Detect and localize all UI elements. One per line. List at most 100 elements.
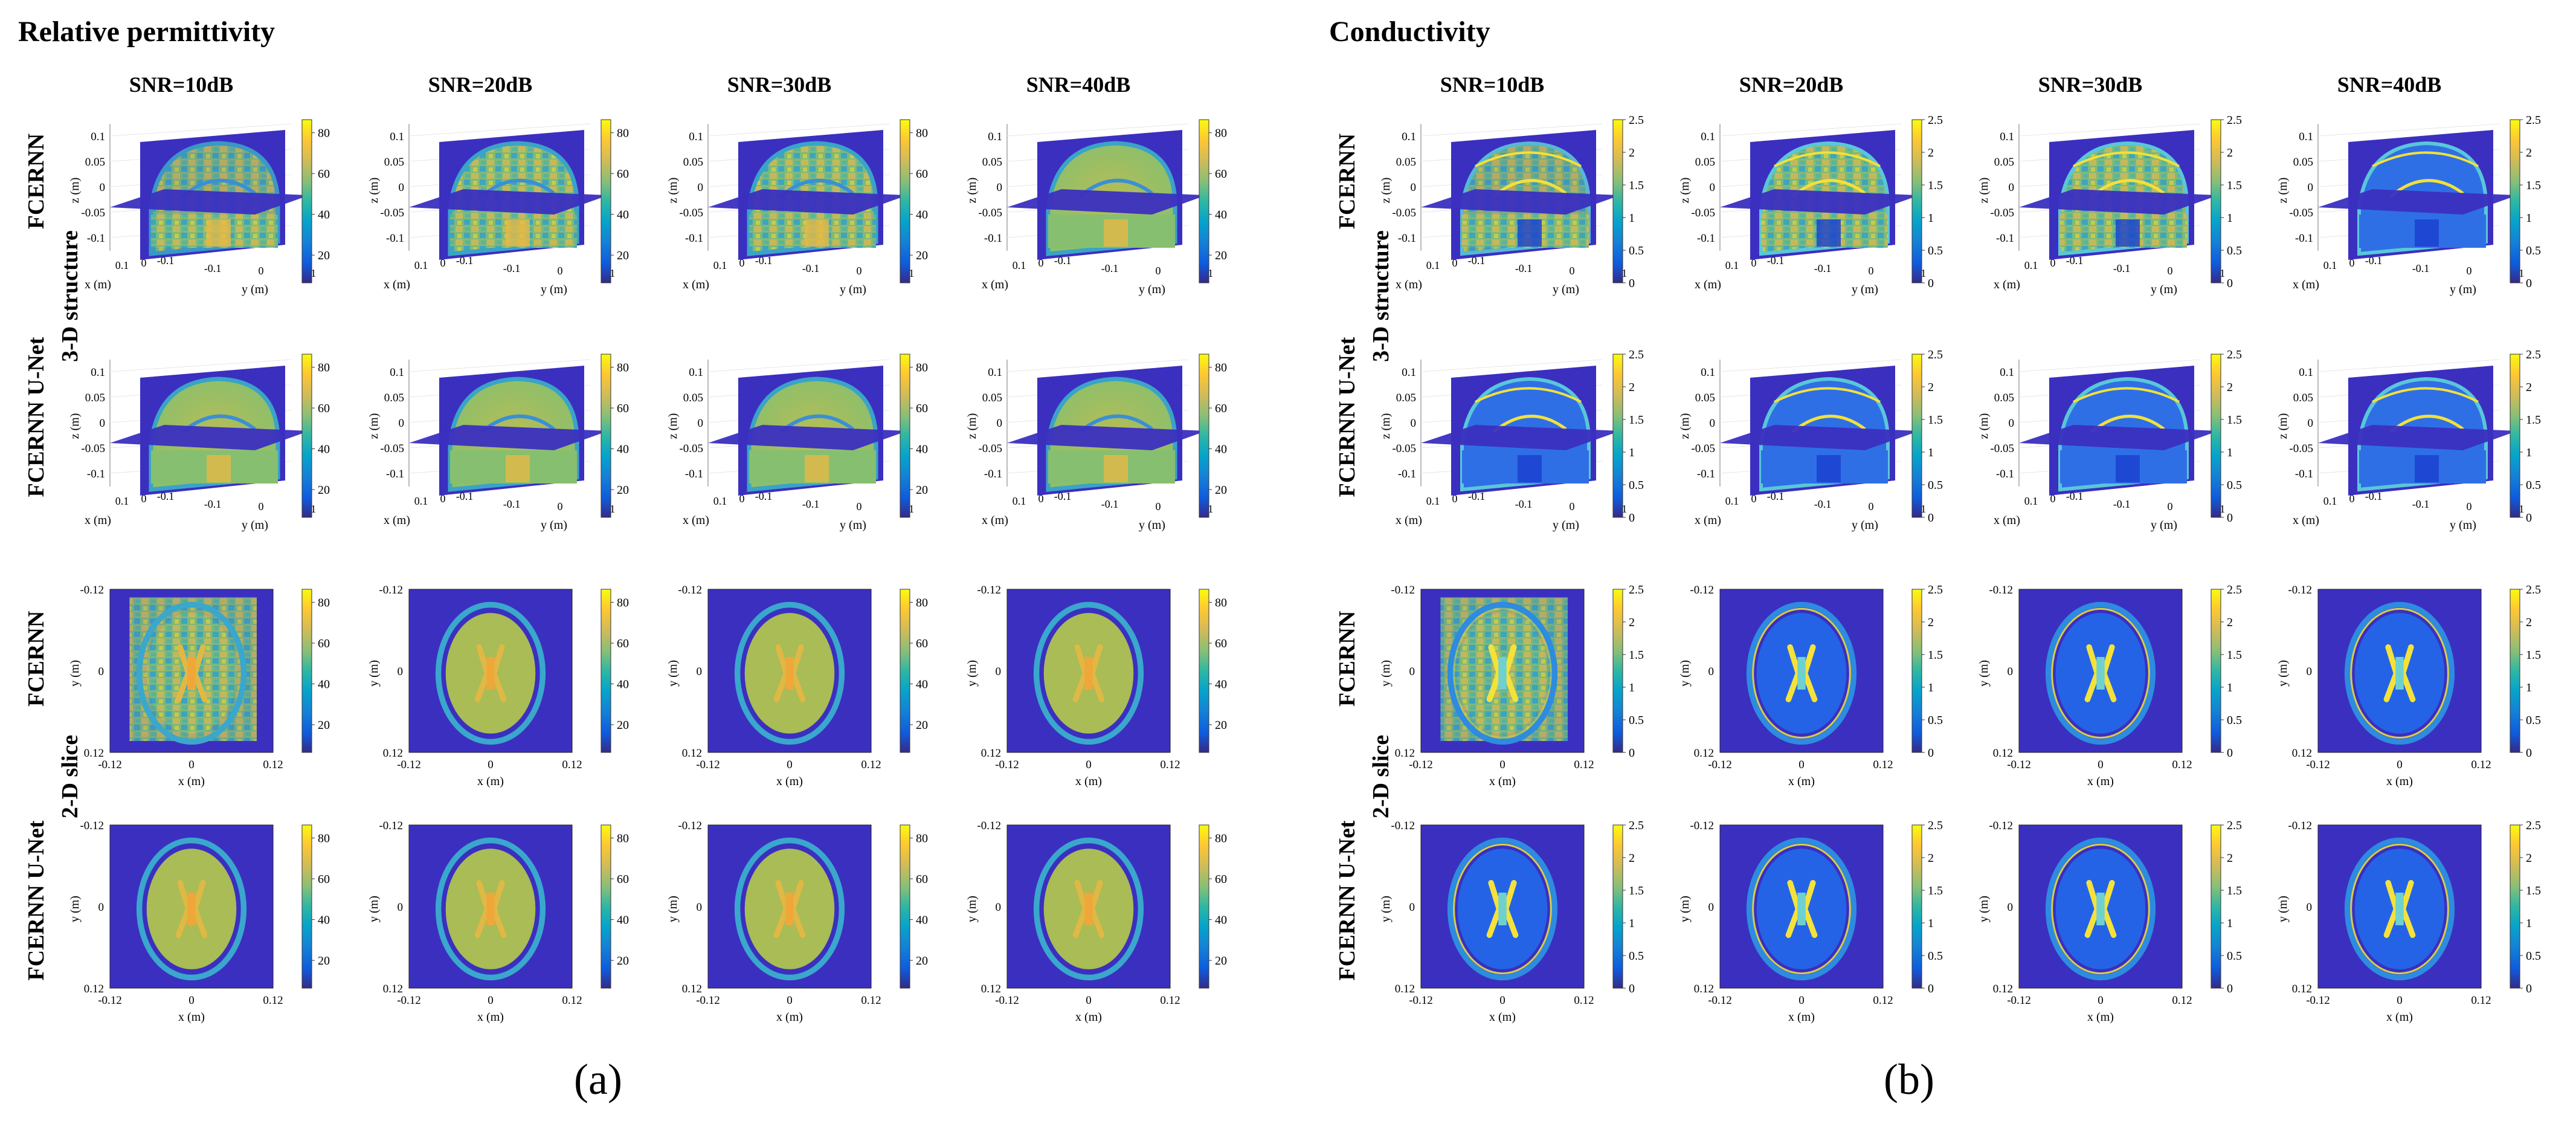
y-tick-label: -0.12 xyxy=(1391,584,1415,597)
x-axis-label: x (m) xyxy=(178,775,205,788)
colorbar-tick-label: 0 xyxy=(1629,982,1635,995)
colorbar-tick-label: 2 xyxy=(2526,146,2532,160)
grid-line xyxy=(707,123,890,137)
z-tick-label: 0.05 xyxy=(384,156,404,169)
colorbar-tick-label: 1.5 xyxy=(2227,179,2242,192)
colorbar-tick-label: 1.5 xyxy=(2526,413,2541,427)
y-axis-label: y (m) xyxy=(367,660,381,687)
y-tick-label: 0 xyxy=(996,665,1002,678)
colorbar-tick-label: 0 xyxy=(2526,746,2532,760)
x-tick-label: 0 xyxy=(1499,758,1505,771)
y-tick-label: -0.1 xyxy=(2412,498,2430,510)
colorbar-tick-label: 1.5 xyxy=(1928,179,1943,192)
y-tick-label: 0 xyxy=(1409,901,1415,914)
y-tick-label: 0.12 xyxy=(1395,747,1415,760)
x-tick-label: 0.1 xyxy=(115,259,129,271)
airway xyxy=(207,219,231,247)
x-tick-label: 0 xyxy=(2349,257,2355,269)
z-tick-label: -0.1 xyxy=(2295,468,2313,480)
airway xyxy=(805,455,829,482)
y-tick-label: -0.1 xyxy=(1515,498,1533,510)
z-tick-label: 0 xyxy=(1411,417,1417,430)
colorbar-tick-label: 60 xyxy=(1215,167,1227,181)
colorbar-tick-label: 2 xyxy=(1928,616,1934,629)
colorbar-tick-label: 2.5 xyxy=(2227,348,2242,361)
x-tick-label: -0.1 xyxy=(456,254,474,267)
colorbar-tick-label: 0 xyxy=(2227,277,2233,290)
y-tick-label: 0.12 xyxy=(2292,747,2312,760)
colorbar-tick-label: 1.5 xyxy=(1629,179,1644,192)
skull-line xyxy=(2073,387,2180,403)
midline xyxy=(1084,893,1093,925)
colorbar-tick-label: 80 xyxy=(916,597,928,610)
y-tick-label: -0.12 xyxy=(1989,584,2013,597)
row-group-label: 2-D slice xyxy=(57,735,83,818)
colorbar xyxy=(301,119,312,283)
z-tick-label: 0.1 xyxy=(91,366,105,379)
y-axis-label: y (m) xyxy=(840,519,866,532)
y-tick-label: 0 xyxy=(2467,500,2472,513)
y-axis-label: y (m) xyxy=(1977,660,1991,687)
midline xyxy=(1498,657,1507,690)
x-tick-label: 0 xyxy=(1086,994,1092,1007)
z-tick-label: 0.05 xyxy=(1994,392,2014,404)
column-header: SNR=20dB xyxy=(428,73,533,97)
z-tick-label: -0.1 xyxy=(87,468,105,480)
x-tick-label: -0.1 xyxy=(2066,254,2084,267)
colorbar xyxy=(1612,354,1623,518)
x-tick-label: 0 xyxy=(188,758,195,771)
y-tick-label: 0 xyxy=(697,901,703,914)
y-tick-label: -0.1 xyxy=(204,498,222,510)
x-tick-label: -0.1 xyxy=(755,490,773,502)
colorbar-tick-label: 80 xyxy=(318,597,330,610)
colorbar xyxy=(1199,589,1209,753)
z-axis-label: z (m) xyxy=(68,413,82,439)
x-tick-label: 0.12 xyxy=(1160,758,1180,771)
y-axis-label: y (m) xyxy=(1678,896,1692,922)
z-tick-label: 0 xyxy=(2009,417,2015,430)
skull-line xyxy=(1475,151,1582,167)
skull-ring xyxy=(136,601,247,745)
z-tick-label: 0.1 xyxy=(390,366,404,379)
colorbar-tick-label: 2.5 xyxy=(2227,114,2242,127)
colorbar-tick-label: 2.5 xyxy=(1629,583,1644,597)
y-tick-label: -0.1 xyxy=(2113,498,2131,510)
colorbar xyxy=(1911,354,1922,518)
x-axis-label: x (m) xyxy=(1695,278,1721,291)
airway xyxy=(1518,219,1542,247)
colorbar-tick-label: 2.5 xyxy=(1629,114,1644,127)
y-tick-label: -0.12 xyxy=(977,820,1001,832)
colorbar-tick-label: 40 xyxy=(916,914,928,927)
colorbar-tick-label: 0.5 xyxy=(2227,949,2242,963)
colorbar-tick-label: 0.5 xyxy=(1928,949,1943,963)
y-tick-label: 0 xyxy=(98,665,105,678)
colorbar-tick-label: 1.5 xyxy=(1928,884,1943,897)
colorbar-tick-label: 2 xyxy=(2227,852,2233,865)
x-tick-label: 0.12 xyxy=(1574,758,1594,771)
colorbar-tick-label: 0.5 xyxy=(2526,244,2541,257)
x-axis-label: x (m) xyxy=(982,514,1008,527)
skull-ring xyxy=(2344,601,2455,745)
y-axis-label: y (m) xyxy=(1379,896,1393,922)
colorbar-tick-label: 2 xyxy=(1928,381,1934,394)
z-tick-label: -0.1 xyxy=(1398,468,1416,480)
grid-line xyxy=(2317,359,2500,372)
colorbar-tick-label: 60 xyxy=(617,167,629,181)
x-tick-label: 0.1 xyxy=(414,259,428,271)
colorbar-tick-label: 2.5 xyxy=(2526,114,2541,127)
skull-ring xyxy=(2045,601,2156,745)
z-tick-label: -0.1 xyxy=(386,232,404,245)
y-axis-label: y (m) xyxy=(965,660,979,687)
x-tick-label: 0 xyxy=(188,994,195,1007)
row-label: FCERNN xyxy=(24,611,49,707)
x-tick-label: 0 xyxy=(1452,257,1458,269)
y-tick-label: 0.12 xyxy=(682,747,702,760)
colorbar-tick-label: 2 xyxy=(2227,616,2233,629)
z-tick-label: 0.05 xyxy=(1695,392,1715,404)
colorbar-tick-label: 1 xyxy=(2526,212,2532,225)
colorbar-tick-label: 20 xyxy=(318,249,330,262)
grid-line xyxy=(2018,359,2201,372)
colorbar-tick-label: 0 xyxy=(2227,746,2233,760)
midline xyxy=(486,657,495,690)
